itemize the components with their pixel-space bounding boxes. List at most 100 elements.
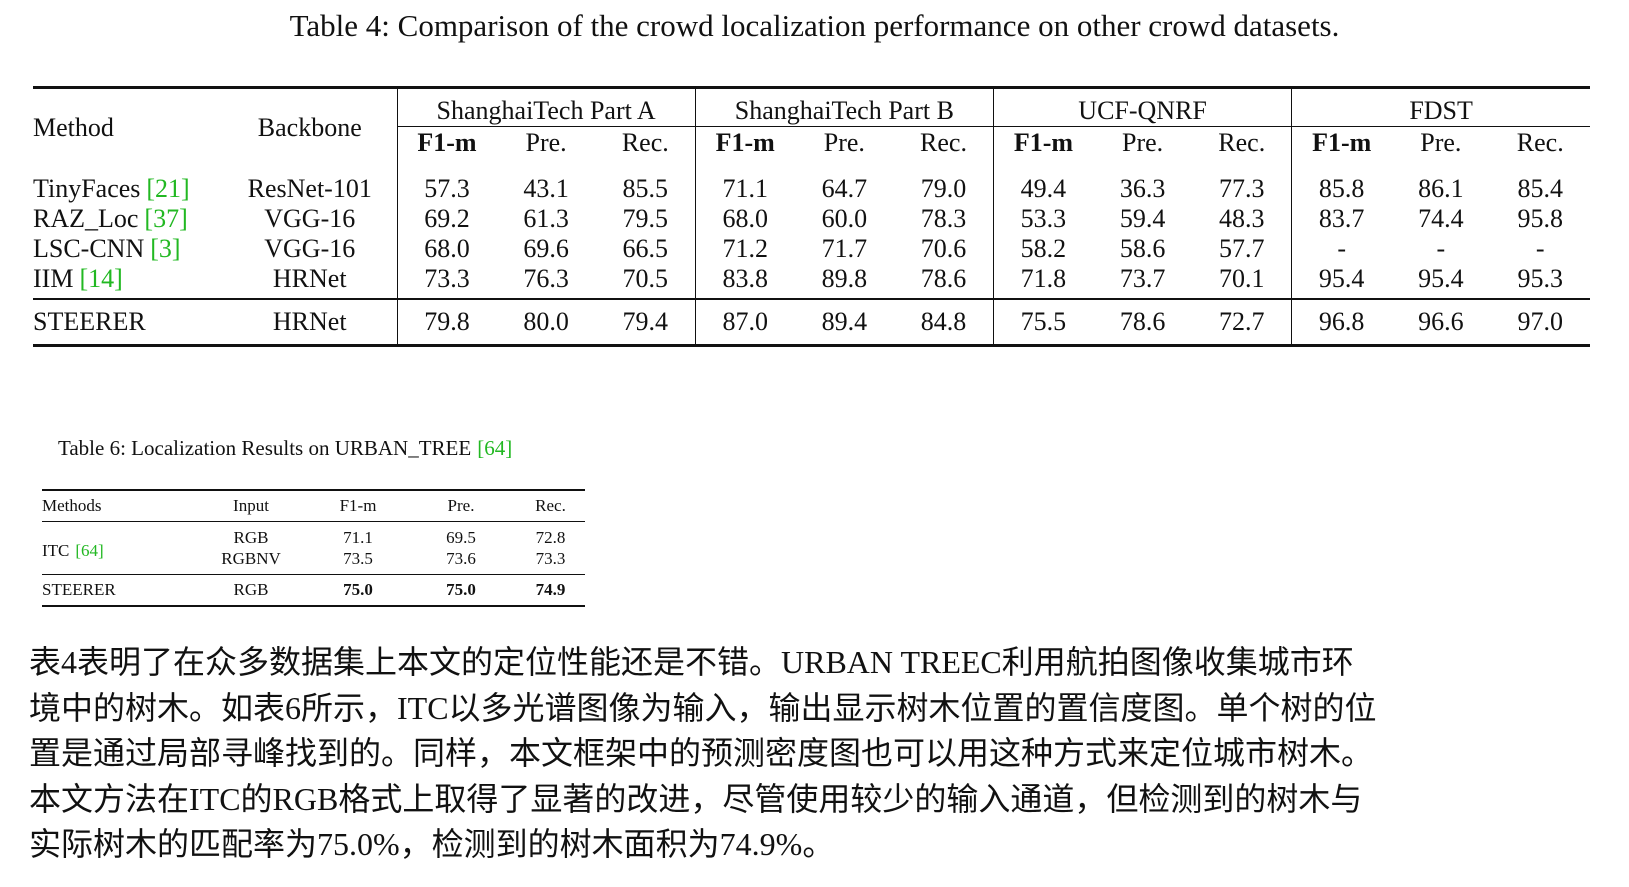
paragraph: 表4表明了在众多数据集上本文的定位性能还是不错。URBAN TREEC利用航拍图… (29, 640, 1377, 868)
group-header: FDST (1291, 87, 1590, 127)
value-cell: 79.8 (396, 298, 497, 346)
column-header: Rec. (516, 490, 585, 522)
column-header: Rec. (595, 126, 696, 160)
citation: [3] (150, 234, 181, 263)
method-name: RAZ_Loc (33, 204, 139, 233)
column-header: Rec. (1490, 126, 1590, 160)
header-row: F1-m Pre. Rec. F1-m Pre. Rec. F1-m Pre. Rec. F1-m… (33, 126, 1590, 160)
table-row: TinyFaces [21] ResNet-101 57.3 43.1 85.5 71.1 6… (33, 160, 1590, 204)
value-cell: 59.4 (1119, 204, 1166, 233)
method-cell: LSC-CNN [3] (33, 234, 223, 264)
value-cell: - (1291, 234, 1392, 264)
comparison-table: Method Backbone ShanghaiTech Part A Shangha… (33, 86, 1590, 347)
value-cell: 71.1 (694, 160, 795, 204)
value-cell: 36.3 (1119, 174, 1166, 203)
method-cell: RAZ_Loc [37] (33, 204, 223, 234)
column-header: Backbone (257, 112, 362, 142)
column-header: Pre. (1391, 126, 1491, 160)
value-cell: RGB (233, 527, 269, 547)
column-header: Rec. (894, 126, 994, 160)
value-cell: 74.4 (1418, 204, 1464, 233)
method-cell: STEERER (42, 574, 192, 606)
value-cell: 73.7 (1119, 264, 1166, 293)
value-cell: 78.3 (920, 204, 967, 233)
citation: [21] (146, 174, 190, 203)
value-cell: 83.7 (1291, 204, 1392, 234)
group-header: UCF-QNRF (992, 87, 1292, 127)
column-header: F1-m (694, 126, 795, 160)
value-cell: 95.8 (1517, 204, 1564, 233)
value-cell: 69.5 (446, 527, 476, 547)
value-cell: 58.6 (1119, 234, 1166, 263)
column-header: Pre. (406, 490, 516, 522)
value-cell: 43.1 (523, 174, 569, 203)
value-cell: 89.8 (821, 264, 868, 293)
results-table: Methods Input F1-m Pre. Rec. ITC [64] RGB 71.1 6… (42, 489, 585, 607)
value-cell: 73.5 (343, 548, 373, 568)
table-row: ITC [64] RGB 71.1 69.5 72.8 (42, 522, 585, 560)
table-caption: Table 6: Localization Results on URBAN_T… (58, 436, 512, 461)
method-cell: IIM [14] (33, 264, 223, 299)
value-cell: 61.3 (523, 204, 569, 233)
value-cell: - (1535, 234, 1545, 263)
table-row: RGBNV 73.5 73.6 73.3 (42, 548, 585, 575)
table-row: STEERER RGB 75.0 75.0 74.9 (42, 574, 585, 606)
citation: [37] (144, 204, 188, 233)
column-header: Rec. (1192, 126, 1292, 160)
value-cell: 74.9 (516, 574, 585, 606)
method-name: IIM (33, 264, 74, 293)
value-cell: 84.8 (894, 298, 994, 346)
value-cell: 75.5 (992, 298, 1093, 346)
value-cell: 85.4 (1517, 174, 1564, 203)
backbone-cell: VGG-16 (264, 234, 356, 263)
value-cell: 78.6 (920, 264, 967, 293)
value-cell: 89.4 (794, 298, 895, 346)
method-name: STEERER (42, 580, 116, 599)
column-header: F1-m (310, 490, 406, 522)
paragraph-line: 实际树木的匹配率为75.0%，检测到的树木面积为74.9%。 (29, 826, 835, 862)
value-cell: 57.7 (1219, 234, 1265, 263)
value-cell: 70.6 (920, 234, 967, 263)
paragraph-line: 本文方法在ITC的RGB格式上取得了显著的改进，尽管使用较少的输入通道，但检测到… (29, 780, 1363, 817)
citation: [64] (75, 540, 104, 560)
value-cell: 68.0 (396, 234, 497, 264)
value-cell: 73.3 (396, 264, 497, 299)
column-header: F1-m (992, 126, 1093, 160)
group-header: ShanghaiTech Part B (694, 87, 994, 127)
value-cell: 66.5 (622, 234, 669, 263)
column-header: Input (192, 490, 310, 522)
value-cell: 73.6 (446, 548, 476, 568)
value-cell: 83.8 (694, 264, 795, 299)
column-header: Pre. (794, 126, 895, 160)
value-cell: 71.8 (992, 264, 1093, 299)
backbone-cell: HRNet (223, 298, 397, 346)
table-row: STEERER HRNet 79.8 80.0 79.4 87.0 89.4 84.8 75.5… (33, 298, 1590, 346)
header-row: Method Backbone ShanghaiTech Part A Shangha… (33, 87, 1590, 142)
group-header: ShanghaiTech Part A (396, 87, 696, 127)
table-row: IIM [14] HRNet 73.3 76.3 70.5 83.8 89.8 78.6 71.8… (33, 264, 1590, 299)
value-cell: 70.1 (1219, 264, 1265, 293)
backbone-cell: VGG-16 (264, 204, 356, 233)
header-row: Methods Input F1-m Pre. Rec. (42, 490, 585, 522)
value-cell: 76.3 (523, 264, 569, 293)
value-cell: 75.0 (310, 574, 406, 606)
value-cell: 80.0 (496, 298, 596, 346)
value-cell: 97.0 (1490, 298, 1590, 346)
value-cell: RGBNV (221, 548, 281, 568)
value-cell: 95.4 (1418, 264, 1464, 293)
value-cell: 95.4 (1291, 264, 1392, 299)
method-cell: STEERER (33, 298, 223, 346)
column-header: F1-m (1291, 126, 1392, 160)
value-cell: 86.1 (1418, 174, 1464, 203)
value-cell: 96.6 (1391, 298, 1491, 346)
value-cell: 78.6 (1092, 298, 1193, 346)
value-cell: 69.2 (396, 204, 497, 234)
value-cell: 87.0 (694, 298, 795, 346)
column-header: Methods (42, 490, 192, 522)
paragraph-line: 境中的树木。如表6所示，ITC以多光谱图像为输入，输出显示树木位置的置信度图。单… (29, 689, 1377, 726)
value-cell: 64.7 (821, 174, 868, 203)
citation: [14] (79, 264, 123, 293)
backbone-cell: HRNet (272, 264, 347, 293)
value-cell: - (1436, 234, 1446, 263)
value-cell: 77.3 (1219, 174, 1265, 203)
